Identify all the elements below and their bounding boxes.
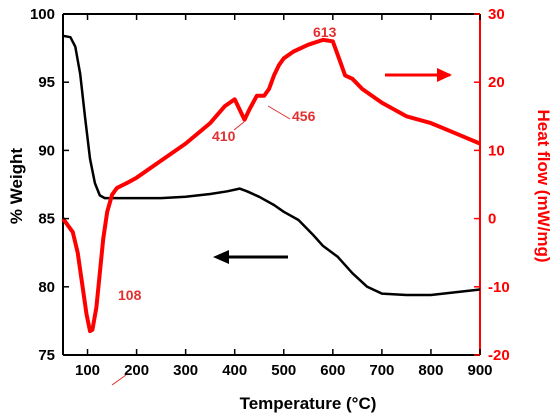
ticks: 100 200 300 400 500 600 700 800 9007580859095100… bbox=[30, 6, 510, 379]
y-right-tick-label: 0 bbox=[488, 211, 496, 228]
annotation-613: 613 bbox=[313, 24, 337, 40]
annotation-108: 108 bbox=[118, 287, 142, 303]
x-tick-label: 100 bbox=[75, 362, 100, 379]
weight-series-line bbox=[62, 34, 481, 297]
y-right-tick-label: 20 bbox=[488, 74, 505, 91]
leader-line-108 bbox=[111, 374, 127, 386]
y-right-tick-label: -10 bbox=[488, 279, 510, 296]
x-tick-label: 800 bbox=[418, 362, 443, 379]
y-axis-right-title: Heat flow (mW/mg) bbox=[534, 110, 550, 263]
annotation-456: 456 bbox=[292, 108, 316, 124]
y-right-tick-label: 10 bbox=[488, 142, 505, 159]
y-left-tick-label: 95 bbox=[38, 74, 55, 91]
y-left-tick-label: 90 bbox=[38, 142, 55, 159]
x-tick-label: 500 bbox=[271, 362, 296, 379]
x-tick-label: 400 bbox=[222, 362, 247, 379]
leader-line-456 bbox=[267, 105, 291, 120]
y-left-tick-label: 80 bbox=[38, 279, 55, 296]
x-tick-label: 600 bbox=[320, 362, 345, 379]
annotation-leaders bbox=[111, 105, 291, 386]
x-tick-label: 700 bbox=[369, 362, 394, 379]
y-left-tick-label: 100 bbox=[30, 6, 55, 23]
left-arrow bbox=[213, 250, 288, 264]
annotation-410: 410 bbox=[212, 128, 236, 144]
y-right-tick-label: -20 bbox=[488, 347, 510, 364]
axes bbox=[62, 13, 481, 356]
y-right-tick-label: 30 bbox=[488, 6, 505, 23]
x-tick-label: 300 bbox=[173, 362, 198, 379]
y-left-tick-label: 75 bbox=[38, 347, 55, 364]
x-axis-title: Temperature (°C) bbox=[240, 394, 377, 413]
heat-flow-series-line bbox=[61, 37, 481, 334]
y-left-tick-label: 85 bbox=[38, 211, 55, 228]
x-tick-label: 900 bbox=[467, 362, 492, 379]
leader-line-410 bbox=[233, 121, 245, 131]
x-tick-label: 200 bbox=[124, 362, 149, 379]
y-axis-left-title: % Weight bbox=[7, 148, 26, 225]
series-layer bbox=[61, 34, 481, 334]
right-arrow bbox=[385, 68, 452, 82]
